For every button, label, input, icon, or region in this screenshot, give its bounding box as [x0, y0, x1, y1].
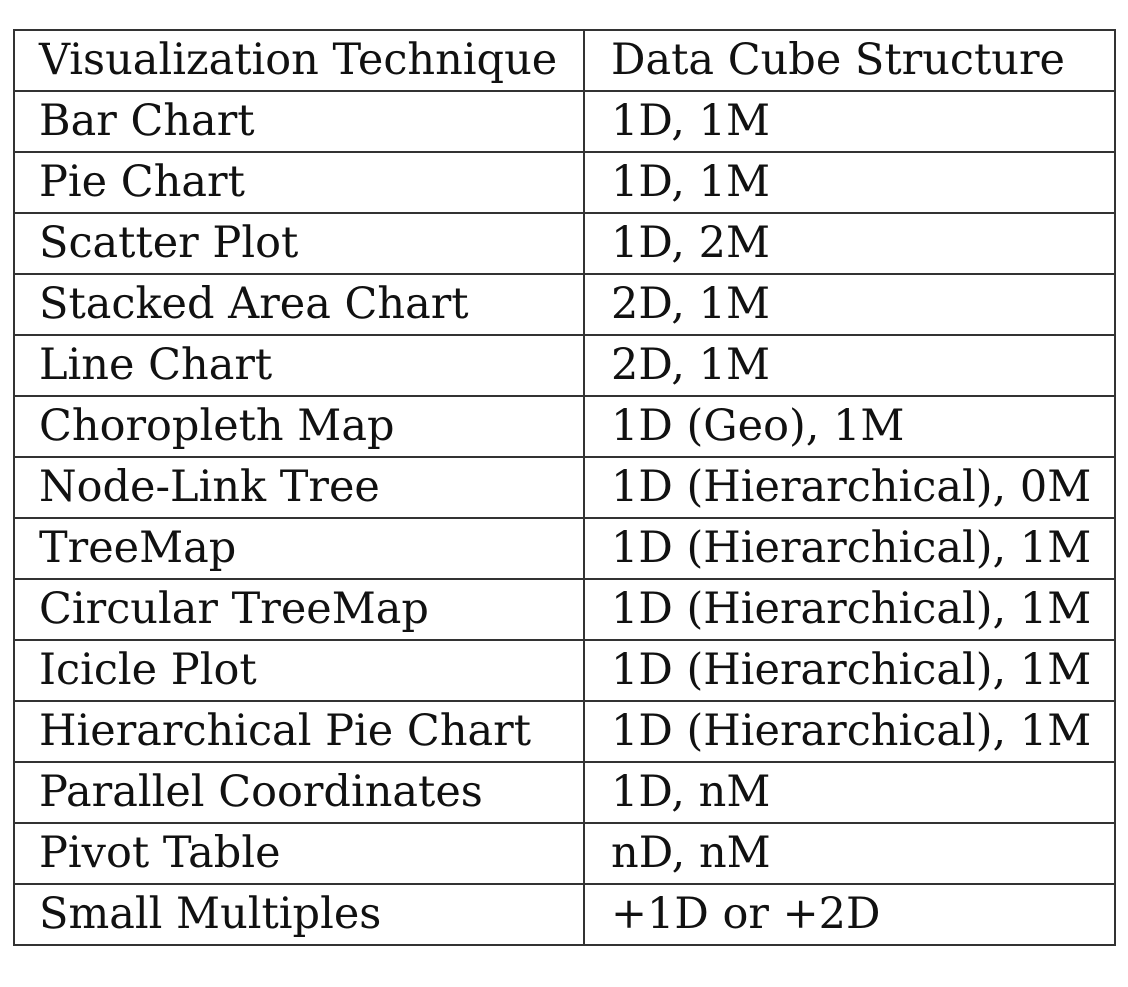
structure-cell: 2D, 1M [583, 334, 1116, 397]
structure-cell: nD, nM [583, 822, 1116, 885]
technique-cell: Icicle Plot [13, 639, 585, 702]
technique-cell: Parallel Coordinates [13, 761, 585, 824]
structure-cell: 1D, 1M [583, 90, 1116, 153]
header-data-cube-structure: Data Cube Structure [583, 29, 1116, 92]
structure-cell: 1D (Hierarchical), 1M [583, 700, 1116, 763]
table-row: Icicle Plot 1D (Hierarchical), 1M [13, 639, 1116, 702]
table-row: TreeMap 1D (Hierarchical), 1M [13, 517, 1116, 580]
structure-cell: +1D or +2D [583, 883, 1116, 946]
table-row: Hierarchical Pie Chart 1D (Hierarchical)… [13, 700, 1116, 763]
structure-cell: 1D, 1M [583, 151, 1116, 214]
structure-cell: 1D (Geo), 1M [583, 395, 1116, 458]
structure-cell: 1D (Hierarchical), 0M [583, 456, 1116, 519]
table-row: Pie Chart 1D, 1M [13, 151, 1116, 214]
technique-cell: Circular TreeMap [13, 578, 585, 641]
table-row: Node-Link Tree 1D (Hierarchical), 0M [13, 456, 1116, 519]
header-visualization-technique: Visualization Technique [13, 29, 585, 92]
table-row: Choropleth Map 1D (Geo), 1M [13, 395, 1116, 458]
structure-cell: 2D, 1M [583, 273, 1116, 336]
technique-cell: Small Multiples [13, 883, 585, 946]
structure-cell: 1D, nM [583, 761, 1116, 824]
technique-cell: Line Chart [13, 334, 585, 397]
table-row: Bar Chart 1D, 1M [13, 90, 1116, 153]
table-row: Stacked Area Chart 2D, 1M [13, 273, 1116, 336]
table-row: Pivot Table nD, nM [13, 822, 1116, 885]
structure-cell: 1D (Hierarchical), 1M [583, 639, 1116, 702]
structure-cell: 1D (Hierarchical), 1M [583, 517, 1116, 580]
technique-cell: Hierarchical Pie Chart [13, 700, 585, 763]
technique-cell: Stacked Area Chart [13, 273, 585, 336]
table-row: Line Chart 2D, 1M [13, 334, 1116, 397]
table-row: Scatter Plot 1D, 2M [13, 212, 1116, 275]
visualization-technique-table: Visualization Technique Data Cube Struct… [13, 29, 1116, 946]
table-row: Parallel Coordinates 1D, nM [13, 761, 1116, 824]
technique-cell: Scatter Plot [13, 212, 585, 275]
table-row: Circular TreeMap 1D (Hierarchical), 1M [13, 578, 1116, 641]
table-header-row: Visualization Technique Data Cube Struct… [13, 29, 1116, 92]
technique-cell: Choropleth Map [13, 395, 585, 458]
technique-cell: Node-Link Tree [13, 456, 585, 519]
technique-cell: Bar Chart [13, 90, 585, 153]
structure-cell: 1D (Hierarchical), 1M [583, 578, 1116, 641]
technique-cell: TreeMap [13, 517, 585, 580]
technique-cell: Pie Chart [13, 151, 585, 214]
technique-cell: Pivot Table [13, 822, 585, 885]
structure-cell: 1D, 2M [583, 212, 1116, 275]
table-row: Small Multiples +1D or +2D [13, 883, 1116, 946]
